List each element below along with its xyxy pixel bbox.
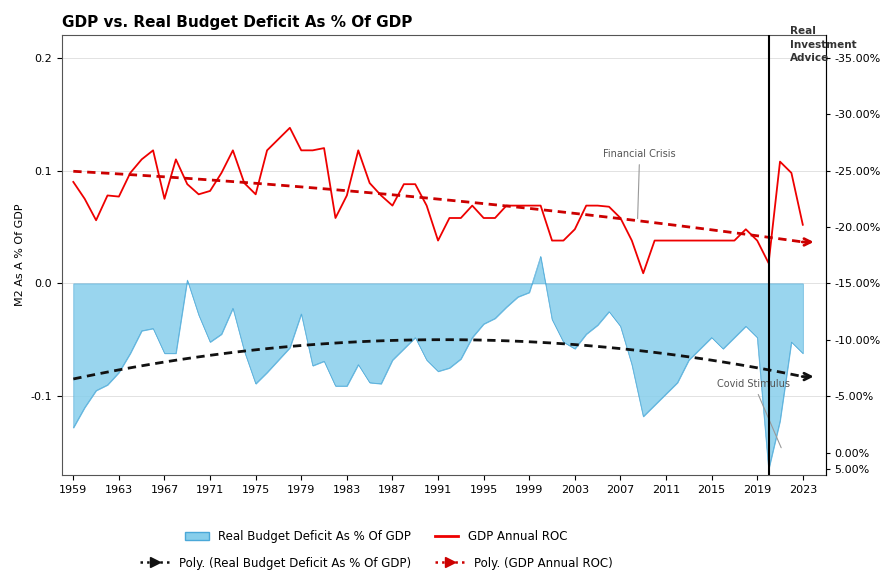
Text: GDP vs. Real Budget Deficit As % Of GDP: GDP vs. Real Budget Deficit As % Of GDP — [62, 15, 412, 30]
Text: Financial Crisis: Financial Crisis — [603, 149, 676, 219]
Text: Covid Stimulus: Covid Stimulus — [718, 379, 790, 448]
Text: Real
Investment
Advice: Real Investment Advice — [790, 26, 857, 63]
Legend: Poly. (Real Budget Deficit As % Of GDP), Poly. (GDP Annual ROC): Poly. (Real Budget Deficit As % Of GDP),… — [135, 552, 617, 574]
Y-axis label: M2 As A % Of GDP: M2 As A % Of GDP — [15, 204, 25, 306]
Legend: Real Budget Deficit As % Of GDP, GDP Annual ROC: Real Budget Deficit As % Of GDP, GDP Ann… — [181, 526, 572, 548]
